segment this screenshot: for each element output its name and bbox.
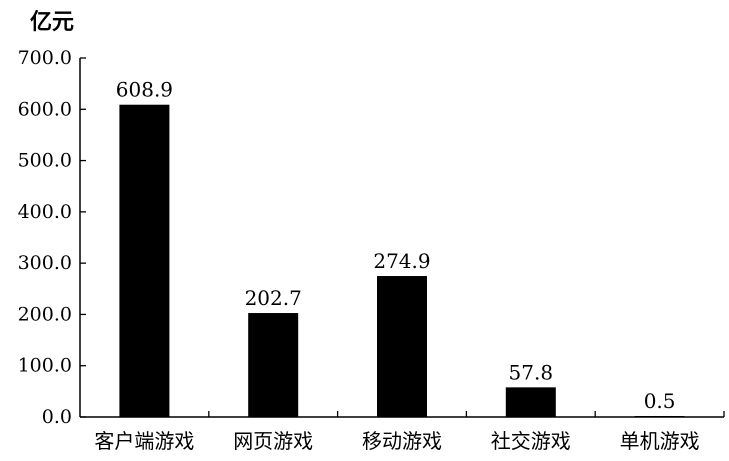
x-category-label: 移动游戏 (362, 429, 442, 453)
bar-value-label: 274.9 (373, 249, 430, 273)
bar-2 (248, 313, 299, 417)
bar-value-label: 202.7 (245, 286, 302, 310)
y-tick-label: 700.0 (18, 47, 72, 69)
x-category-label: 网页游戏 (233, 429, 313, 453)
y-tick-label: 100.0 (18, 355, 72, 377)
bar-5 (634, 416, 685, 417)
y-tick-label: 200.0 (18, 303, 72, 325)
y-tick-label: 600.0 (18, 98, 72, 120)
y-tick-label: 0.0 (42, 406, 72, 428)
x-category-label: 单机游戏 (620, 429, 700, 453)
axes-layer: 0.0 100.0 200.0 300.0 400.0 500.0 600.0 700.0 (18, 47, 725, 428)
x-category-label: 客户端游戏 (94, 429, 194, 453)
y-tick-label: 300.0 (18, 252, 72, 274)
bar-3 (377, 276, 427, 417)
y-axis-unit-label: 亿元 (30, 10, 75, 35)
bar-value-label: 608.9 (116, 78, 173, 102)
bar-value-label: 0.5 (644, 389, 676, 413)
labels-layer: 608.9 客户端游戏 202.7 网页游戏 274.9 移动游戏 57.8 社交游戏 0.5 单… (94, 78, 699, 453)
bar-value-label: 57.8 (509, 360, 554, 384)
bars-layer (119, 104, 685, 417)
bar-1 (119, 104, 170, 417)
y-tick-label: 400.0 (18, 201, 72, 223)
bar-4 (505, 387, 556, 417)
y-tick-label: 500.0 (18, 150, 72, 172)
x-category-label: 社交游戏 (491, 429, 571, 453)
